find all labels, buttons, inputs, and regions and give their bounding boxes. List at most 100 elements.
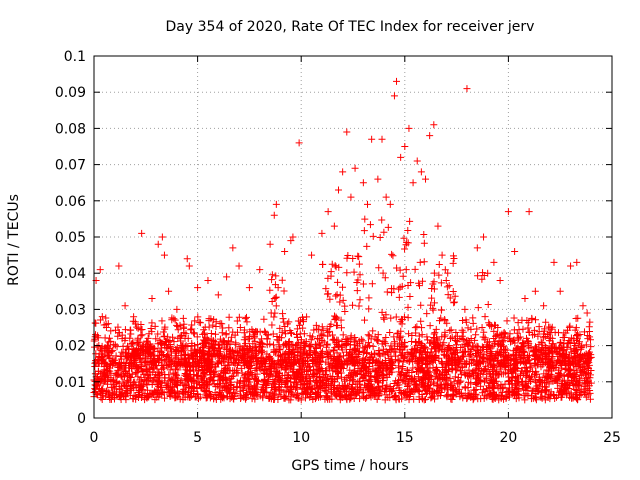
data-point-bg bbox=[153, 365, 161, 373]
data-point-bg bbox=[365, 332, 373, 340]
data-point-bg bbox=[333, 321, 341, 329]
data-point-bg bbox=[302, 383, 310, 391]
data-point-bg bbox=[535, 323, 543, 331]
data-point-bg bbox=[443, 283, 451, 291]
data-point-bg bbox=[473, 325, 481, 333]
data-point-bg bbox=[118, 348, 126, 356]
data-point-bg bbox=[106, 396, 114, 404]
data-point-bg bbox=[341, 302, 349, 310]
data-point-bg bbox=[422, 361, 430, 369]
data-point bbox=[98, 313, 106, 321]
data-point-bg bbox=[520, 347, 528, 355]
data-point-bg bbox=[418, 364, 426, 372]
data-point-bg bbox=[323, 393, 331, 401]
data-point-bg bbox=[398, 282, 406, 290]
data-point-bg bbox=[549, 350, 557, 358]
data-point bbox=[343, 128, 351, 136]
data-point-bg bbox=[91, 335, 99, 343]
data-point-bg bbox=[382, 385, 390, 393]
data-point-bg bbox=[200, 329, 208, 337]
data-point-bg bbox=[414, 373, 422, 381]
data-point-bg bbox=[253, 388, 261, 396]
data-point bbox=[270, 211, 278, 219]
data-point-bg bbox=[542, 352, 550, 360]
data-point-bg bbox=[342, 339, 350, 347]
data-point-bg bbox=[363, 349, 371, 357]
data-point bbox=[165, 287, 173, 295]
data-point-bg bbox=[105, 348, 113, 356]
data-point bbox=[289, 233, 297, 241]
data-point-bg bbox=[103, 387, 111, 395]
data-point-bg bbox=[393, 381, 401, 389]
data-point-bg bbox=[394, 356, 402, 364]
data-point-bg bbox=[506, 362, 514, 370]
data-point-bg bbox=[538, 354, 546, 362]
data-point-bg bbox=[451, 335, 459, 343]
data-point bbox=[409, 179, 417, 187]
data-point-bg bbox=[402, 266, 410, 274]
data-point-bg bbox=[271, 385, 279, 393]
data-point-bg bbox=[499, 361, 507, 369]
data-point-bg bbox=[429, 306, 437, 314]
data-point-bg bbox=[495, 349, 503, 357]
data-point-bg bbox=[459, 317, 467, 325]
data-point-bg bbox=[510, 336, 518, 344]
x-axis-label: GPS time / hours bbox=[291, 458, 408, 474]
data-point-bg bbox=[260, 389, 268, 397]
data-point-bg bbox=[413, 323, 421, 331]
data-point-bg bbox=[423, 310, 431, 318]
data-point-bg bbox=[409, 351, 417, 359]
data-point-bg bbox=[567, 345, 575, 353]
data-point-bg bbox=[560, 340, 568, 348]
data-point-bg bbox=[206, 353, 214, 361]
data-point-bg bbox=[486, 369, 494, 377]
data-point-bg bbox=[365, 305, 373, 313]
chart-title: Day 354 of 2020, Rate Of TEC Index for r… bbox=[166, 19, 535, 35]
data-point-bg bbox=[408, 349, 416, 357]
data-point-bg bbox=[271, 281, 279, 289]
data-point-bg bbox=[586, 395, 594, 403]
data-point-bg bbox=[416, 258, 424, 266]
data-point-bg bbox=[481, 376, 489, 384]
data-point-bg bbox=[287, 340, 295, 348]
data-point-bg bbox=[219, 337, 227, 345]
data-point-bg bbox=[484, 301, 492, 309]
data-point-bg bbox=[427, 351, 435, 359]
data-point-bg bbox=[547, 343, 555, 351]
data-point-bg bbox=[189, 352, 197, 360]
data-point-bg bbox=[490, 340, 498, 348]
data-point-bg bbox=[514, 319, 522, 327]
data-point-bg bbox=[92, 331, 100, 339]
data-point-bg bbox=[544, 345, 552, 353]
data-point bbox=[330, 222, 338, 230]
data-point bbox=[434, 222, 442, 230]
data-point-bg bbox=[355, 253, 363, 261]
data-point-bg bbox=[181, 382, 189, 390]
data-point-bg bbox=[492, 367, 500, 375]
data-point-bg bbox=[438, 341, 446, 349]
data-point-bg bbox=[179, 344, 187, 352]
data-point-bg bbox=[557, 393, 565, 401]
data-point bbox=[386, 200, 394, 208]
data-point bbox=[525, 208, 533, 216]
data-point-bg bbox=[194, 371, 202, 379]
data-point-bg bbox=[104, 320, 112, 328]
data-point-bg bbox=[328, 260, 336, 268]
data-point bbox=[102, 324, 110, 331]
data-point-bg bbox=[465, 352, 473, 360]
y-tick-label: 0.07 bbox=[55, 158, 86, 174]
data-point-bg bbox=[187, 326, 195, 334]
data-point bbox=[204, 276, 212, 284]
data-point-bg bbox=[504, 366, 512, 374]
data-point-bg bbox=[462, 318, 470, 326]
data-point-bg bbox=[266, 340, 274, 348]
data-point-bg bbox=[430, 338, 438, 346]
data-point-bg bbox=[419, 344, 427, 352]
data-point-bg bbox=[144, 372, 152, 380]
data-point-bg bbox=[443, 393, 451, 401]
data-point-bg bbox=[532, 343, 540, 351]
data-point-bg bbox=[368, 353, 376, 361]
data-point-bg bbox=[200, 362, 208, 370]
data-point-bg bbox=[523, 317, 531, 325]
data-point-bg bbox=[467, 325, 475, 333]
